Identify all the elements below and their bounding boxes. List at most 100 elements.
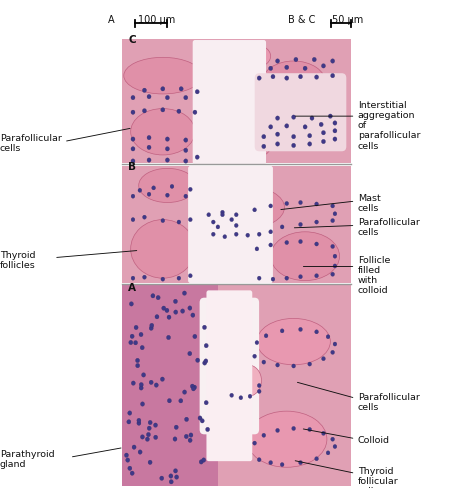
- Text: Parafollicular
cells: Parafollicular cells: [0, 134, 62, 154]
- Circle shape: [174, 425, 178, 429]
- Circle shape: [184, 159, 188, 163]
- Circle shape: [147, 135, 151, 140]
- Circle shape: [193, 385, 197, 389]
- Circle shape: [135, 364, 140, 368]
- Circle shape: [148, 420, 152, 425]
- Circle shape: [253, 441, 256, 445]
- Circle shape: [142, 108, 147, 113]
- Circle shape: [161, 219, 165, 223]
- Circle shape: [298, 74, 302, 79]
- Circle shape: [147, 158, 151, 162]
- Circle shape: [299, 223, 302, 226]
- Circle shape: [132, 445, 136, 449]
- Circle shape: [131, 137, 135, 142]
- FancyBboxPatch shape: [193, 40, 266, 164]
- Circle shape: [246, 233, 250, 237]
- Circle shape: [299, 275, 302, 279]
- Circle shape: [331, 73, 335, 78]
- Circle shape: [204, 344, 208, 348]
- Circle shape: [137, 421, 141, 426]
- Circle shape: [299, 461, 302, 465]
- Circle shape: [269, 124, 273, 129]
- Text: B: B: [128, 162, 136, 172]
- Circle shape: [264, 334, 268, 338]
- Circle shape: [292, 143, 296, 148]
- Circle shape: [129, 302, 133, 306]
- Circle shape: [153, 423, 158, 427]
- Circle shape: [333, 128, 337, 133]
- Circle shape: [216, 225, 220, 229]
- Circle shape: [255, 341, 259, 345]
- Ellipse shape: [225, 42, 271, 69]
- Circle shape: [142, 373, 146, 377]
- Circle shape: [156, 295, 160, 300]
- Circle shape: [184, 95, 188, 100]
- Circle shape: [134, 325, 138, 330]
- Circle shape: [294, 57, 298, 62]
- Circle shape: [299, 327, 302, 331]
- Circle shape: [202, 361, 207, 365]
- Circle shape: [257, 389, 261, 393]
- Circle shape: [331, 244, 334, 248]
- Text: Mast
cells: Mast cells: [358, 194, 381, 213]
- Circle shape: [191, 386, 195, 391]
- Circle shape: [195, 89, 199, 94]
- Ellipse shape: [261, 61, 326, 105]
- Circle shape: [275, 59, 279, 63]
- Bar: [122, 166, 351, 283]
- Circle shape: [333, 212, 337, 216]
- Circle shape: [177, 276, 181, 280]
- Text: Thyroid
follicles: Thyroid follicles: [0, 250, 36, 270]
- Circle shape: [146, 432, 150, 437]
- Circle shape: [321, 63, 325, 68]
- Circle shape: [315, 330, 319, 334]
- Circle shape: [129, 340, 133, 345]
- Circle shape: [257, 232, 261, 236]
- Circle shape: [255, 247, 259, 251]
- Circle shape: [131, 110, 135, 115]
- Circle shape: [131, 194, 135, 198]
- Circle shape: [169, 480, 173, 484]
- Circle shape: [308, 427, 311, 431]
- Circle shape: [184, 434, 188, 439]
- Circle shape: [248, 394, 252, 398]
- Circle shape: [275, 116, 279, 121]
- Circle shape: [331, 437, 334, 441]
- Circle shape: [308, 142, 312, 146]
- Text: C: C: [128, 35, 136, 45]
- Text: Parafollicular
cells: Parafollicular cells: [358, 393, 419, 412]
- Circle shape: [179, 87, 183, 91]
- Circle shape: [280, 463, 284, 467]
- Circle shape: [285, 202, 288, 205]
- Circle shape: [145, 437, 149, 441]
- Circle shape: [292, 115, 296, 120]
- Circle shape: [170, 184, 174, 188]
- Circle shape: [333, 254, 337, 258]
- Circle shape: [193, 110, 197, 115]
- Circle shape: [271, 74, 275, 79]
- Circle shape: [153, 435, 158, 440]
- FancyBboxPatch shape: [188, 166, 273, 283]
- Circle shape: [262, 144, 266, 149]
- Circle shape: [140, 435, 144, 439]
- Circle shape: [257, 76, 261, 81]
- Circle shape: [269, 243, 273, 247]
- Ellipse shape: [270, 232, 340, 281]
- Circle shape: [271, 277, 275, 281]
- Circle shape: [234, 232, 238, 236]
- Circle shape: [308, 362, 311, 366]
- Circle shape: [292, 134, 296, 139]
- FancyBboxPatch shape: [200, 298, 259, 434]
- Circle shape: [166, 137, 169, 142]
- Circle shape: [275, 132, 279, 136]
- Circle shape: [131, 218, 135, 222]
- Circle shape: [134, 341, 138, 345]
- Circle shape: [230, 393, 234, 397]
- Circle shape: [199, 460, 203, 464]
- Circle shape: [223, 235, 227, 239]
- Circle shape: [269, 204, 273, 208]
- Circle shape: [125, 453, 129, 457]
- Circle shape: [155, 315, 159, 319]
- Circle shape: [206, 427, 210, 431]
- Circle shape: [326, 451, 330, 455]
